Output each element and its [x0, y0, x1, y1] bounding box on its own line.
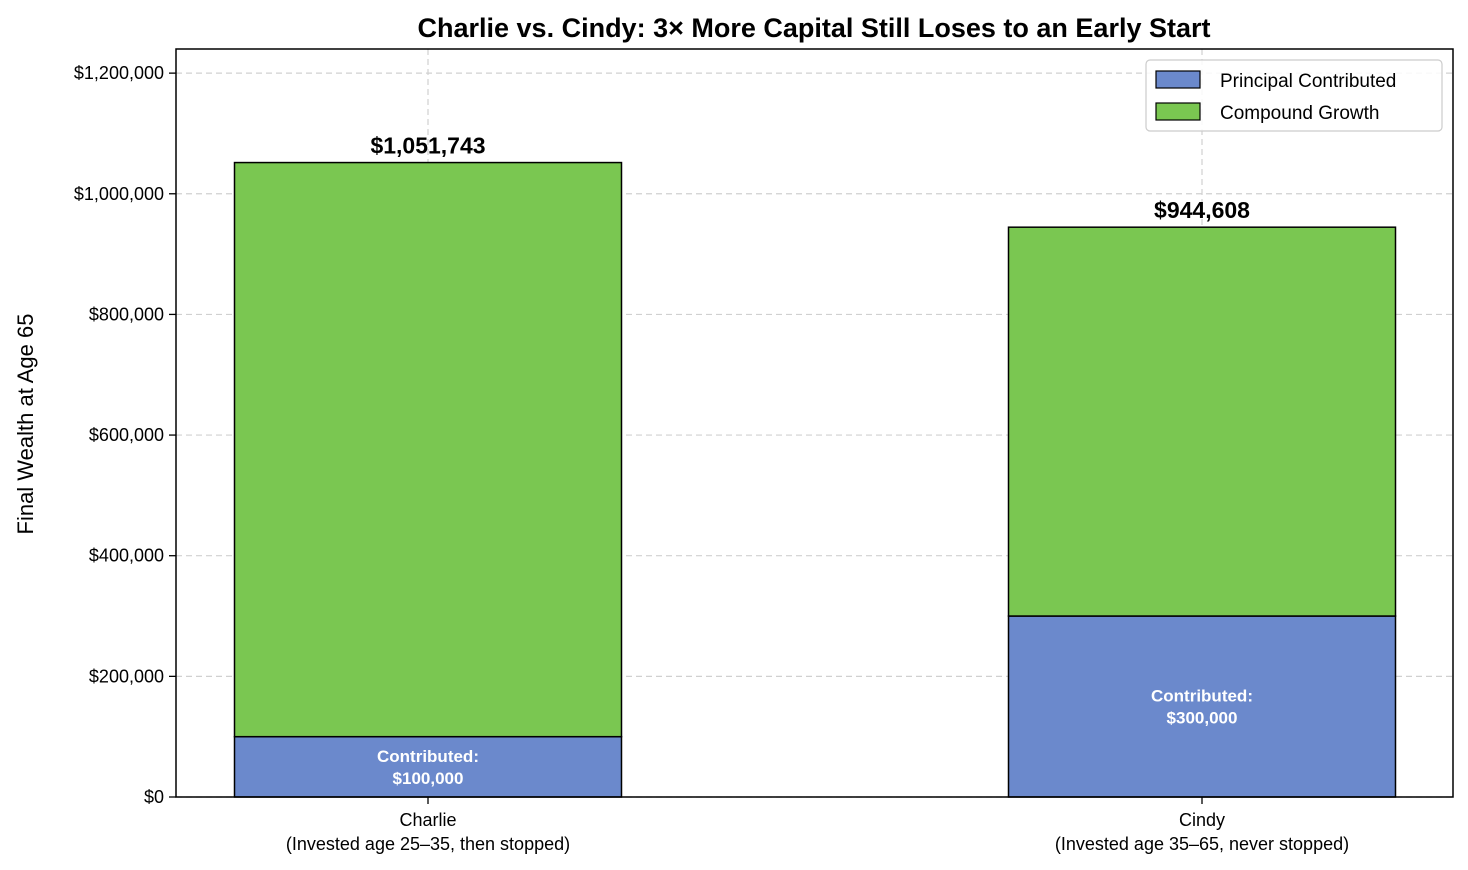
- contributed-value-label: $300,000: [1167, 709, 1238, 728]
- x-tick-label: Charlie: [399, 810, 456, 830]
- y-tick-label: $400,000: [89, 546, 164, 566]
- y-tick-label: $600,000: [89, 425, 164, 445]
- contributed-value-label: $100,000: [393, 769, 464, 788]
- y-tick-label: $1,000,000: [74, 184, 164, 204]
- principal-bar-cindy: [1007, 615, 1397, 798]
- chart-title: Charlie vs. Cindy: 3× More Capital Still…: [418, 13, 1211, 43]
- growth-bar-cindy: [1007, 226, 1397, 617]
- legend-box: [1145, 59, 1443, 132]
- contributed-label: Contributed:: [1151, 687, 1253, 706]
- bar-labels: $1,051,743 Contributed: $100,000 $944,608 Co…: [370, 133, 1253, 788]
- contributed-label: Contributed:: [377, 747, 479, 766]
- x-tick-sublabel: (Invested age 25–35, then stopped): [286, 834, 570, 854]
- x-tick-sublabel: (Invested age 35–65, never stopped): [1055, 834, 1349, 854]
- legend-swatch: [1155, 102, 1201, 121]
- y-tick-label: $1,200,000: [74, 63, 164, 83]
- principal-bar-charlie: [233, 735, 623, 798]
- x-axis: Charlie (Invested age 25–35, then stopped…: [286, 797, 1349, 854]
- legend-entry-label: Compound Growth: [1220, 103, 1379, 124]
- legend: Principal Contributed Compound Growth: [1145, 59, 1443, 132]
- growth-bar-charlie: [233, 161, 623, 738]
- total-value-label: $944,608: [1154, 197, 1250, 223]
- y-tick-label: $200,000: [89, 666, 164, 686]
- bars: [233, 161, 1397, 798]
- total-value-label: $1,051,743: [370, 133, 485, 159]
- plot-frame: [175, 48, 1454, 798]
- legend-swatch: [1155, 70, 1201, 89]
- legend-entry-label: Principal Contributed: [1220, 71, 1396, 92]
- y-axis: $0 $200,000 $400,000 $600,000 $800,000 $1,000…: [74, 63, 176, 807]
- y-tick-label: $800,000: [89, 304, 164, 324]
- y-tick-label: $0: [144, 787, 164, 807]
- y-axis-label: Final Wealth at Age 65: [13, 314, 38, 535]
- x-tick-label: Cindy: [1179, 810, 1225, 830]
